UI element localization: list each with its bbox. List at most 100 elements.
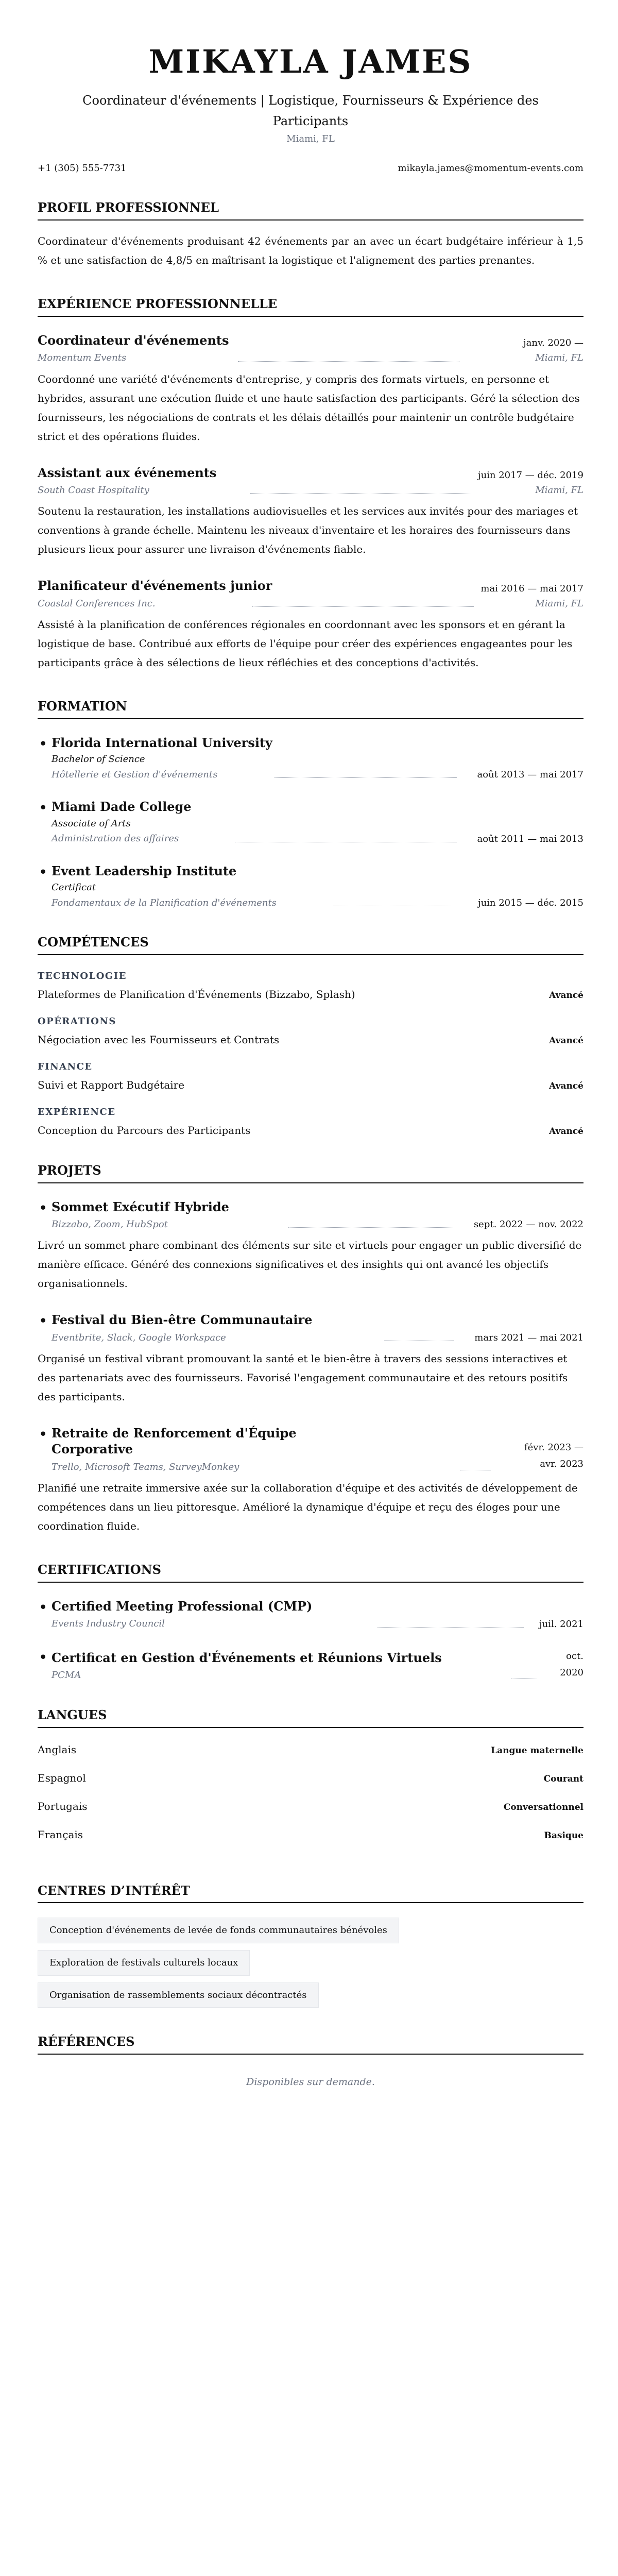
project-header: Sommet Exécutif Hybride Bizzabo, Zoom, Hu… bbox=[52, 1199, 583, 1230]
section-heading: CENTRES D’INTÉRÊT bbox=[38, 1883, 583, 1904]
project-tools: Trello, Microsoft Teams, SurveyMonkey bbox=[52, 1461, 239, 1472]
cert-issuer: PCMA bbox=[52, 1670, 81, 1681]
job-dates: juin 2017 — déc. 2019 bbox=[477, 469, 583, 481]
project-dates: sept. 2022 — nov. 2022 bbox=[473, 1219, 583, 1230]
education-list: • Florida International University Bachelo… bbox=[38, 735, 583, 908]
language-name: Espagnol bbox=[38, 1771, 86, 1784]
education-entry: • Florida International University Bachelo… bbox=[38, 735, 583, 780]
language-level: Basique bbox=[544, 1830, 583, 1841]
headline: Coordinateur d'événements | Logistique, … bbox=[82, 93, 539, 129]
section-heading: RÉFÉRENCES bbox=[38, 2034, 583, 2055]
entry-meta: Hôtellerie et Gestion d'événements août 2… bbox=[52, 769, 583, 781]
skill-name: Plateformes de Planification d'Événement… bbox=[38, 988, 355, 1001]
skills-list: TECHNOLOGIE Plateformes de Planification … bbox=[38, 971, 583, 1137]
location: Miami, FL bbox=[286, 133, 335, 145]
section-heading: PROJETS bbox=[38, 1163, 583, 1183]
email-link[interactable]: mikayla.james@momentum-events.com bbox=[398, 163, 583, 174]
projects-list: • Sommet Exécutif Hybride Bizzabo, Zoom, H… bbox=[38, 1199, 583, 1536]
education-dates: juin 2015 — déc. 2015 bbox=[477, 897, 583, 909]
school-name: Florida International University bbox=[52, 735, 272, 751]
company: Coastal Conferences Inc. bbox=[38, 598, 156, 609]
entry-header: Coordinateur d'événements janv. 2020 — bbox=[38, 332, 583, 348]
phone: +1 (305) 555-7731 bbox=[38, 163, 127, 174]
skill-level: Avancé bbox=[549, 1035, 583, 1046]
references-section: RÉFÉRENCES Disponibles sur demande. bbox=[38, 2034, 583, 2088]
job-title: Planificateur d'événements junior bbox=[38, 578, 272, 594]
project-title: Sommet Exécutif Hybride bbox=[52, 1199, 229, 1214]
cert-issuer: Events Industry Council bbox=[52, 1618, 165, 1630]
project-title: Retraite de Renforcement d'Équipe Corpor… bbox=[52, 1426, 297, 1457]
company: South Coast Hospitality bbox=[38, 484, 149, 496]
project-left: Festival du Bien-être Communautaire Event… bbox=[52, 1312, 384, 1343]
section-heading: FORMATION bbox=[38, 699, 583, 720]
cert-title: Certified Meeting Professional (CMP) bbox=[52, 1599, 313, 1614]
bullet-icon: • bbox=[39, 1427, 47, 1442]
entry-meta: South Coast Hospitality Miami, FL bbox=[38, 485, 583, 496]
skill-level: Avancé bbox=[549, 1126, 583, 1137]
project-description: Livré un sommet phare combinant des élém… bbox=[38, 1239, 582, 1290]
field-of-study: Fondamentaux de la Planification d'événe… bbox=[52, 897, 277, 908]
project-left: Sommet Exécutif Hybride Bizzabo, Zoom, Hu… bbox=[52, 1199, 288, 1230]
certification-entry: • Certificat en Gestion d'Événements et R… bbox=[38, 1648, 583, 1681]
contact-row: +1 (305) 555-7731 mikayla.james@momentum… bbox=[38, 163, 583, 174]
section-heading: LANGUES bbox=[38, 1707, 583, 1728]
dotted-leader bbox=[274, 777, 457, 778]
project-tools: Eventbrite, Slack, Google Workspace bbox=[52, 1332, 226, 1343]
education-dates: août 2011 — mai 2013 bbox=[477, 833, 583, 844]
skill-row: Conception du Parcours des Participants A… bbox=[38, 1124, 583, 1137]
education-section: FORMATION • Florida International Univers… bbox=[38, 699, 583, 908]
school-name: Miami Dade College bbox=[52, 799, 192, 815]
language-name: Français bbox=[38, 1828, 83, 1841]
skill-category: FINANCE Suivi et Rapport Budgétaire Avancé bbox=[38, 1061, 583, 1091]
interest-tag: Organisation de rassemblements sociaux d… bbox=[38, 1982, 319, 2008]
job-location: Miami, FL bbox=[535, 598, 583, 609]
skill-category-label: TECHNOLOGIE bbox=[38, 970, 127, 981]
bullet-icon: • bbox=[39, 800, 47, 816]
skill-level: Avancé bbox=[549, 1080, 583, 1091]
cert-date: juil. 2021 bbox=[539, 1618, 583, 1630]
skill-category-label: EXPÉRIENCE bbox=[38, 1106, 116, 1117]
field-of-study: Administration des affaires bbox=[52, 833, 179, 844]
dotted-leader bbox=[238, 361, 460, 362]
dotted-leader bbox=[252, 606, 474, 607]
section-heading: CERTIFICATIONS bbox=[38, 1562, 583, 1583]
cert-header: Certified Meeting Professional (CMP) Even… bbox=[52, 1598, 583, 1630]
interest-tag: Conception d'événements de levée de fond… bbox=[38, 1918, 399, 1943]
skill-row: Négociation avec les Fournisseurs et Con… bbox=[38, 1033, 583, 1046]
job-title: Assistant aux événements bbox=[38, 465, 217, 480]
language-level: Langue maternelle bbox=[491, 1745, 583, 1756]
bullet-icon: • bbox=[39, 736, 47, 752]
cert-date: oct. 2020 bbox=[560, 1650, 583, 1678]
skill-row: Plateformes de Planification d'Événement… bbox=[38, 988, 583, 1001]
skill-category-label: FINANCE bbox=[38, 1061, 93, 1072]
experience-entry: Coordinateur d'événements janv. 2020 — Mom… bbox=[38, 332, 583, 446]
dotted-leader bbox=[288, 1227, 453, 1228]
languages-list: Anglais Langue maternelle Espagnol Courant P… bbox=[38, 1743, 583, 1857]
project-dates: mars 2021 — mai 2021 bbox=[474, 1332, 583, 1344]
interest-tag: Exploration de festivals culturels locau… bbox=[38, 1950, 250, 1976]
languages-section: LANGUES Anglais Langue maternelle Espagnol… bbox=[38, 1707, 583, 1857]
entry-header: Planificateur d'événements junior mai 201… bbox=[38, 578, 583, 594]
entry-meta: Fondamentaux de la Planification d'événe… bbox=[52, 897, 583, 909]
language-level: Conversationnel bbox=[503, 1802, 583, 1812]
language-row: Portugais Conversationnel bbox=[38, 1800, 583, 1828]
dotted-leader bbox=[377, 1626, 524, 1628]
bullet-icon: • bbox=[39, 1200, 47, 1215]
resume-header: MIKAYLA JAMES Coordinateur d'événements … bbox=[38, 43, 583, 174]
bullet-icon: • bbox=[39, 1649, 47, 1665]
profile-section: PROFIL PROFESSIONNEL Coordinateur d'évén… bbox=[38, 200, 583, 270]
entry-meta: Coastal Conferences Inc. Miami, FL bbox=[38, 598, 583, 609]
skills-section: COMPÉTENCES TECHNOLOGIE Plateformes de Pl… bbox=[38, 935, 583, 1137]
cert-title: Certificat en Gestion d'Événements et Ré… bbox=[52, 1650, 442, 1666]
project-header: Retraite de Renforcement d'Équipe Corpor… bbox=[52, 1425, 583, 1472]
entry-meta: Momentum Events Miami, FL bbox=[38, 352, 583, 364]
project-header: Festival du Bien-être Communautaire Event… bbox=[52, 1312, 583, 1343]
project-description: Organisé un festival vibrant promouvant … bbox=[38, 1352, 568, 1403]
job-location: Miami, FL bbox=[535, 484, 583, 496]
job-description: Assisté à la planification de conférence… bbox=[38, 618, 573, 669]
project-entry: • Sommet Exécutif Hybride Bizzabo, Zoom, H… bbox=[38, 1199, 583, 1294]
job-dates: janv. 2020 — bbox=[523, 337, 583, 349]
language-row: Français Basique bbox=[38, 1828, 583, 1857]
job-description: Coordonné une variété d'événements d'ent… bbox=[38, 372, 580, 443]
certifications-list: • Certified Meeting Professional (CMP) Eve… bbox=[38, 1598, 583, 1681]
